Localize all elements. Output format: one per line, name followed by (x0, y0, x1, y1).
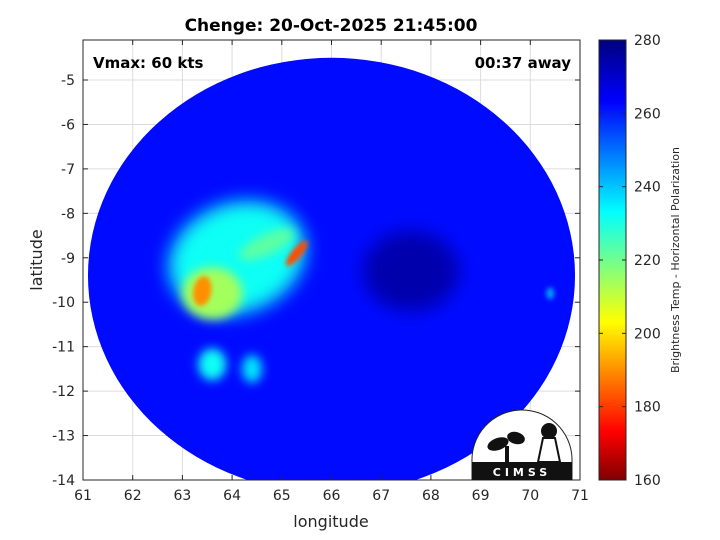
colorbar-tick-label: 260 (634, 106, 661, 122)
x-tick-label: 64 (223, 488, 241, 504)
chart-title: Chenge: 20-Oct-2025 21:45:00 (185, 16, 478, 36)
logo-dish-left (487, 437, 509, 451)
x-tick-label: 69 (472, 488, 490, 504)
colorbar-tick-label: 160 (634, 473, 661, 489)
x-tick-label: 67 (372, 488, 390, 504)
colorbar-title: Brightness Temp - Horizontal Polarizatio… (669, 147, 682, 373)
y-tick-label: -11 (52, 340, 75, 356)
x-tick-label: 62 (124, 488, 142, 504)
time-away-annotation: 00:37 away (475, 54, 572, 72)
convection-feature (241, 354, 262, 383)
convection-feature (198, 348, 227, 381)
x-axis-title: longitude (293, 512, 368, 531)
swath-features (168, 200, 555, 383)
colorbar-tick-label: 200 (634, 326, 661, 342)
y-tick-label: -12 (52, 384, 75, 400)
logo-text: CIMSS (493, 466, 551, 479)
x-tick-label: 65 (273, 488, 291, 504)
heatmap-layer (88, 57, 575, 480)
convection-feature (285, 240, 308, 267)
logo-dish-right (507, 431, 525, 445)
convection-feature (239, 228, 295, 261)
convection-feature (546, 287, 555, 300)
y-tick-label: -5 (61, 73, 75, 89)
y-tick-label: -6 (61, 117, 75, 133)
logo-text-band (472, 462, 572, 480)
logo-tower-tank (541, 423, 557, 439)
x-tick-label: 63 (173, 488, 191, 504)
colorbar-tick-label: 220 (634, 253, 661, 269)
x-tick-label: 68 (422, 488, 440, 504)
y-tick-label: -8 (61, 206, 75, 222)
eye-mark (363, 231, 460, 312)
y-axis-title: latitude (27, 229, 46, 290)
y-tick-label: -7 (61, 162, 75, 178)
axis-ticks: 61 62 63 64 65 66 67 68 69 70 71 -5 -6 -7 -8 -9 -10 -11 -1… (52, 40, 589, 504)
y-tick-label: -14 (52, 473, 75, 489)
colorbar (598, 39, 627, 481)
y-tick-label: -13 (52, 429, 75, 445)
vmax-annotation: Vmax: 60 kts (93, 54, 203, 72)
colorbar-tick-label: 180 (634, 400, 661, 416)
colorbar-tick-label: 240 (634, 180, 661, 196)
cimss-logo: CIMSS (471, 409, 573, 480)
x-tick-label: 70 (521, 488, 539, 504)
x-tick-label: 66 (323, 488, 341, 504)
convection-feature (193, 276, 212, 306)
logo-dish-stand (505, 446, 509, 462)
colorbar-ticks: 280 260 240 220 200 180 160 (599, 33, 661, 489)
y-tick-label: -9 (61, 251, 75, 267)
colorbar-tick-label: 280 (634, 33, 661, 49)
y-tick-label: -10 (52, 295, 75, 311)
convection-feature (182, 267, 243, 320)
x-tick-label: 71 (571, 488, 589, 504)
x-tick-label: 61 (74, 488, 92, 504)
